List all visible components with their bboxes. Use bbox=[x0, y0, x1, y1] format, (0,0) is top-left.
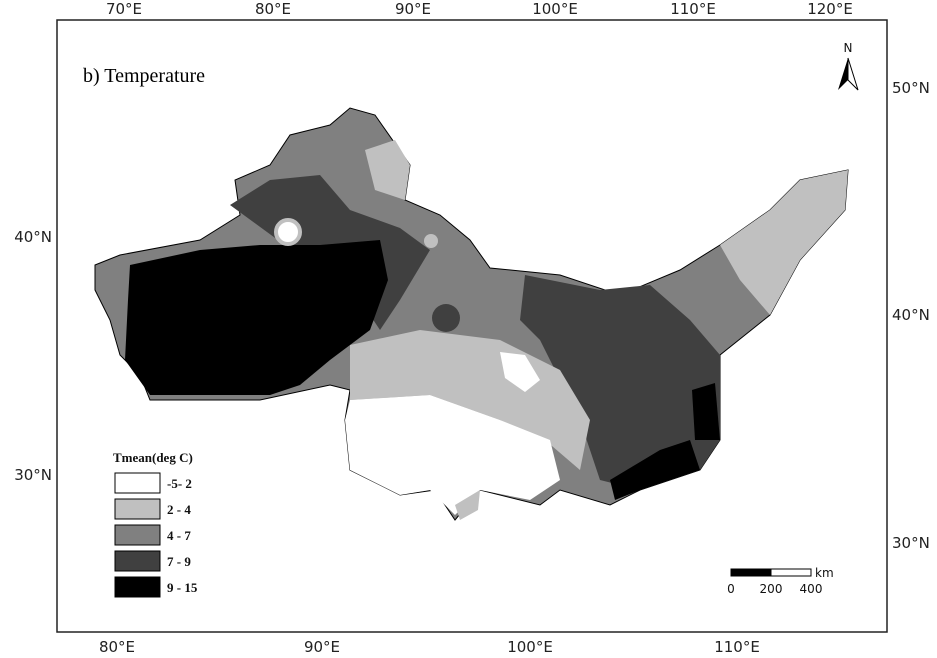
region-white bbox=[500, 352, 540, 392]
right-tick-label: 50°N bbox=[892, 79, 930, 97]
region-light bbox=[365, 140, 410, 200]
top-tick-label: 90°E bbox=[395, 0, 431, 18]
map-title: b) Temperature bbox=[83, 65, 205, 87]
legend-label: 9 - 15 bbox=[167, 580, 198, 595]
region-dark bbox=[520, 275, 720, 490]
axis-labels: 70°E 80°E 90°E 100°E 110°E 120°E 80°E 90… bbox=[14, 0, 930, 656]
top-tick-label: 80°E bbox=[255, 0, 291, 18]
arrow-half bbox=[838, 58, 848, 90]
scale-bar: km 0 200 400 bbox=[727, 566, 833, 596]
region-light bbox=[455, 490, 480, 520]
legend-swatch bbox=[114, 498, 161, 520]
legend-swatch bbox=[114, 576, 161, 598]
bottom-tick-label: 80°E bbox=[99, 638, 135, 656]
region-black bbox=[692, 383, 720, 440]
legend-swatch bbox=[114, 524, 161, 546]
legend-label: -5- 2 bbox=[167, 476, 192, 491]
left-tick-label: 40°N bbox=[14, 228, 52, 246]
north-arrow: N bbox=[838, 41, 859, 91]
legend-label: 4 - 7 bbox=[167, 528, 191, 543]
scale-label: 200 bbox=[760, 582, 783, 596]
legend-label: 2 - 4 bbox=[167, 502, 191, 517]
scale-unit: km bbox=[815, 566, 834, 580]
legend-swatch bbox=[114, 550, 161, 572]
bottom-tick-label: 110°E bbox=[714, 638, 760, 656]
legend-title: Tmean(deg C) bbox=[113, 450, 193, 465]
region-black bbox=[610, 440, 700, 500]
north-label: N bbox=[844, 41, 853, 55]
legend-swatch bbox=[114, 472, 161, 494]
top-tick-label: 70°E bbox=[106, 0, 142, 18]
right-tick-label: 30°N bbox=[892, 534, 930, 552]
region-black bbox=[125, 240, 388, 395]
arrow-half bbox=[847, 57, 859, 91]
spot bbox=[432, 304, 460, 332]
spot bbox=[424, 234, 438, 248]
bottom-tick-label: 100°E bbox=[507, 638, 553, 656]
legend-label: 7 - 9 bbox=[167, 554, 191, 569]
top-tick-label: 110°E bbox=[670, 0, 716, 18]
region-light bbox=[720, 170, 848, 315]
legend: Tmean(deg C) -5- 2 2 - 4 4 - 7 7 - 9 9 -… bbox=[113, 450, 198, 598]
spot bbox=[274, 218, 302, 246]
top-tick-label: 100°E bbox=[532, 0, 578, 18]
left-tick-label: 30°N bbox=[14, 466, 52, 484]
scale-label: 400 bbox=[800, 582, 823, 596]
top-tick-label: 120°E bbox=[807, 0, 853, 18]
scale-label: 0 bbox=[727, 582, 735, 596]
bottom-tick-label: 90°E bbox=[304, 638, 340, 656]
map-regions bbox=[94, 107, 849, 521]
right-tick-label: 40°N bbox=[892, 306, 930, 324]
scale-segment bbox=[730, 568, 772, 577]
scale-segment bbox=[770, 568, 812, 577]
region-white bbox=[345, 395, 560, 515]
